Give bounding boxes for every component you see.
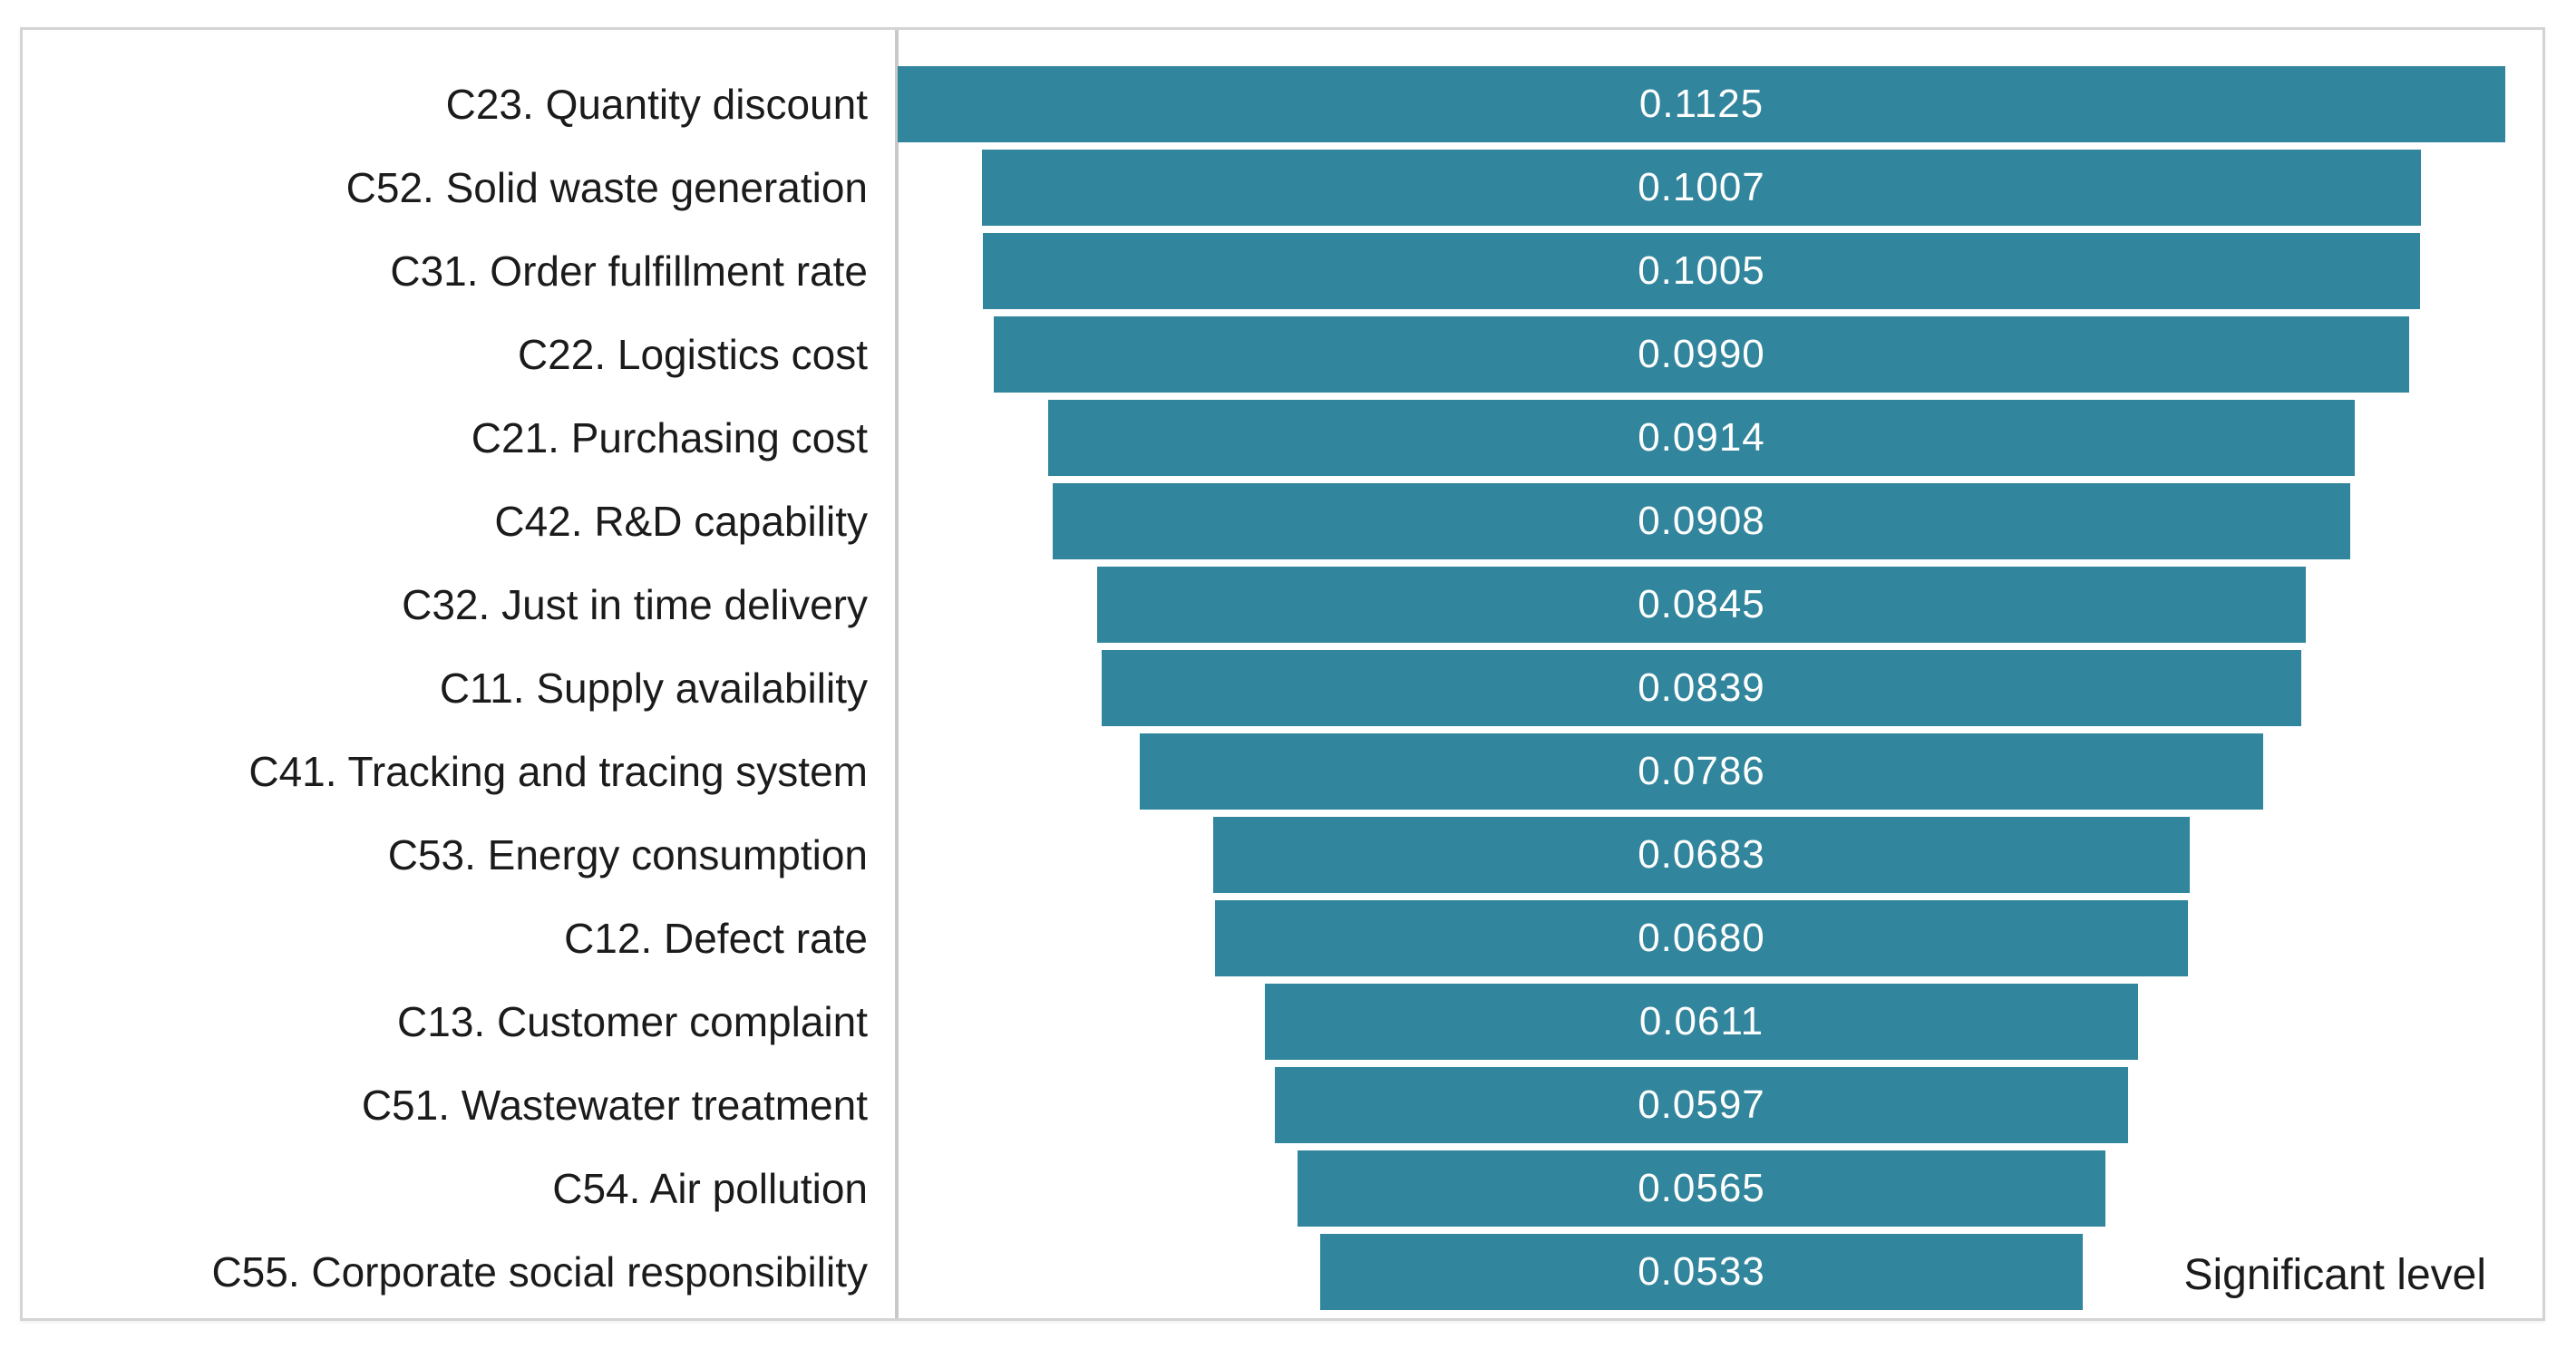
bar-row: C11. Supply availability 0.0839	[23, 650, 2508, 726]
bar-row: C32. Just in time delivery 0.0845	[23, 567, 2508, 643]
category-label: C31. Order fulfillment rate	[390, 247, 868, 295]
bar: 0.0914	[1048, 400, 2355, 476]
series-annotation: Significant level	[2183, 1251, 2486, 1299]
bar-track: 0.0611	[895, 984, 2508, 1060]
bar-value-label: 0.0597	[1638, 1082, 1765, 1127]
category-label: C13. Customer complaint	[397, 998, 868, 1045]
bar: 0.1005	[983, 233, 2420, 309]
bar-row: C52. Solid waste generation 0.1007	[23, 150, 2508, 226]
bar: 0.0680	[1215, 900, 2188, 976]
bar-value-label: 0.0914	[1638, 415, 1765, 460]
bar-value-label: 0.1007	[1638, 165, 1765, 209]
bar-track: 0.0914	[895, 400, 2508, 476]
bar-track: 0.0839	[895, 650, 2508, 726]
bar-value-label: 0.0533	[1638, 1249, 1765, 1294]
bar-track: 0.1125	[895, 66, 2508, 142]
bar: 0.1007	[981, 150, 2422, 226]
bar-row: C12. Defect rate 0.0680	[23, 900, 2508, 976]
bar: 0.0786	[1139, 733, 2264, 810]
bar-rows: C23. Quantity discount 0.1125 C52. Solid…	[23, 66, 2508, 1310]
bar-row: C54. Air pollution 0.0565	[23, 1150, 2508, 1227]
bar: 0.1125	[897, 66, 2506, 142]
category-label: C32. Just in time delivery	[402, 581, 868, 628]
bar-row: C41. Tracking and tracing system 0.0786	[23, 733, 2508, 810]
bar-row: C53. Energy consumption 0.0683	[23, 817, 2508, 893]
bar-value-label: 0.0680	[1638, 916, 1765, 960]
bar: 0.0565	[1298, 1150, 2105, 1227]
bar-value-label: 0.1125	[1638, 82, 1764, 126]
bar-value-label: 0.1005	[1638, 248, 1765, 293]
bar-row: C51. Wastewater treatment 0.0597	[23, 1067, 2508, 1143]
bar-track: 0.0565	[895, 1150, 2508, 1227]
bar: 0.0683	[1213, 817, 2190, 893]
category-label: C51. Wastewater treatment	[361, 1082, 868, 1129]
category-label: C54. Air pollution	[552, 1165, 868, 1212]
bar-value-label: 0.0908	[1638, 499, 1765, 543]
bar-track: 0.1007	[895, 150, 2508, 226]
bar-row: C22. Logistics cost 0.0990	[23, 316, 2508, 393]
category-label: C52. Solid waste generation	[345, 164, 868, 211]
bar-value-label: 0.0786	[1638, 749, 1765, 793]
bar-track: 0.0908	[895, 483, 2508, 559]
bar-row: C13. Customer complaint 0.0611	[23, 984, 2508, 1060]
category-label: C21. Purchasing cost	[471, 414, 868, 461]
bar-value-label: 0.0565	[1638, 1166, 1765, 1210]
category-label: C55. Corporate social responsibility	[211, 1248, 868, 1296]
category-label: C53. Energy consumption	[387, 831, 868, 878]
chart-frame: C23. Quantity discount 0.1125 C52. Solid…	[20, 27, 2545, 1321]
bar-value-label: 0.0611	[1638, 999, 1764, 1043]
bar-row: C55. Corporate social responsibility 0.0…	[23, 1234, 2508, 1310]
bar-track: 0.0786	[895, 733, 2508, 810]
bar-row: C31. Order fulfillment rate 0.1005	[23, 233, 2508, 309]
category-axis-line	[895, 30, 899, 1318]
bar: 0.0611	[1264, 984, 2139, 1060]
bar-value-label: 0.0845	[1638, 582, 1765, 626]
bar-track: 0.0683	[895, 817, 2508, 893]
bar-value-label: 0.0990	[1638, 332, 1765, 376]
bar: 0.0533	[1320, 1234, 2083, 1310]
bar-track: 0.1005	[895, 233, 2508, 309]
bar-track: 0.0845	[895, 567, 2508, 643]
bar-track: 0.0990	[895, 316, 2508, 393]
bar-track: 0.0533	[895, 1234, 2508, 1310]
category-label: C23. Quantity discount	[445, 81, 868, 128]
bar: 0.0839	[1102, 650, 2301, 726]
category-label: C11. Supply availability	[439, 665, 868, 712]
bar-row: C42. R&D capability 0.0908	[23, 483, 2508, 559]
bar-value-label: 0.0683	[1638, 832, 1765, 877]
bar-track: 0.0597	[895, 1067, 2508, 1143]
bar: 0.0908	[1052, 483, 2351, 559]
category-label: C22. Logistics cost	[517, 331, 868, 378]
bar-track: 0.0680	[895, 900, 2508, 976]
bar: 0.0845	[1097, 567, 2306, 643]
bar-row: C21. Purchasing cost 0.0914	[23, 400, 2508, 476]
bar: 0.0990	[994, 316, 2409, 393]
category-label: C42. R&D capability	[494, 498, 868, 545]
category-label: C41. Tracking and tracing system	[248, 748, 868, 795]
category-label: C12. Defect rate	[564, 915, 868, 962]
bar: 0.0597	[1274, 1067, 2129, 1143]
bar-row: C23. Quantity discount 0.1125	[23, 66, 2508, 142]
bar-value-label: 0.0839	[1638, 665, 1765, 710]
